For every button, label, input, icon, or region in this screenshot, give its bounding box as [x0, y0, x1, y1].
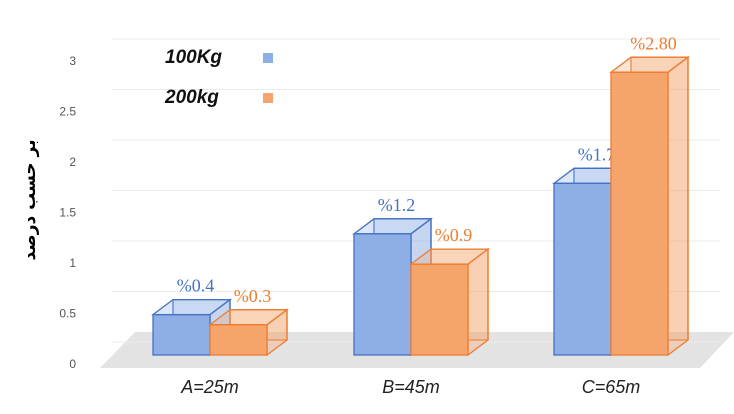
bar-front [610, 71, 669, 356]
bar-front [152, 313, 211, 356]
bar-front [410, 263, 469, 356]
legend-label: 200kg [164, 87, 219, 108]
x-tick-label: C=65m [582, 377, 641, 397]
value-label: %0.4 [177, 276, 215, 296]
bar-front [553, 182, 612, 356]
bar [409, 247, 490, 357]
bar-top [151, 298, 232, 316]
x-tick-label: B=45m [382, 377, 440, 397]
y-tick-label: 3 [69, 54, 76, 68]
y-tick-label: 2.5 [59, 105, 76, 119]
value-label: %1.2 [378, 195, 416, 215]
y-tick-label: 1 [69, 256, 76, 270]
value-label: %2.80 [630, 33, 677, 53]
bar [208, 308, 289, 357]
y-tick-label: 1.5 [59, 206, 76, 220]
bar-top [409, 248, 490, 265]
bar-side [667, 55, 689, 357]
legend-swatch [263, 53, 273, 63]
bar-top [609, 56, 690, 73]
bar-side [467, 247, 489, 357]
value-label: %1.7 [578, 144, 616, 164]
bar-top [352, 218, 433, 235]
legend-label: 100Kg [165, 47, 222, 68]
bar-top [208, 309, 289, 326]
value-label: %0.3 [234, 286, 272, 306]
bar [609, 55, 690, 357]
bar-front [209, 324, 268, 356]
y-tick-label: 0 [69, 357, 76, 371]
y-axis-label: بر حسب درصد [20, 139, 40, 260]
value-label: %0.9 [435, 225, 473, 245]
x-tick-label: A=25m [180, 377, 239, 397]
bar-front [353, 233, 412, 356]
y-tick-label: 0.5 [59, 307, 76, 321]
y-tick-label: 2 [69, 155, 76, 169]
legend-swatch [263, 93, 273, 103]
